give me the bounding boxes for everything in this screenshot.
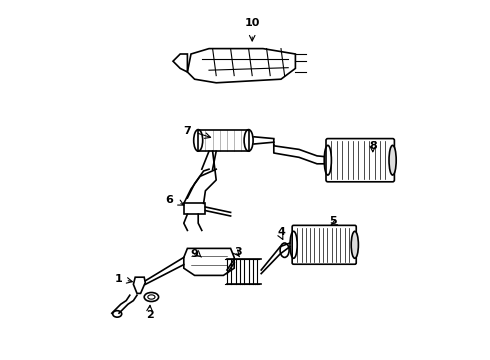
Text: 10: 10: [245, 18, 260, 28]
Ellipse shape: [389, 145, 396, 175]
Text: 5: 5: [329, 216, 337, 226]
Text: 1: 1: [115, 274, 123, 284]
Text: 2: 2: [146, 310, 153, 320]
Text: 6: 6: [166, 195, 173, 205]
Text: 7: 7: [184, 126, 191, 136]
Text: 9: 9: [191, 249, 198, 259]
Text: 8: 8: [369, 141, 377, 151]
Text: 4: 4: [277, 227, 285, 237]
Text: 3: 3: [234, 247, 242, 257]
Ellipse shape: [351, 231, 358, 258]
